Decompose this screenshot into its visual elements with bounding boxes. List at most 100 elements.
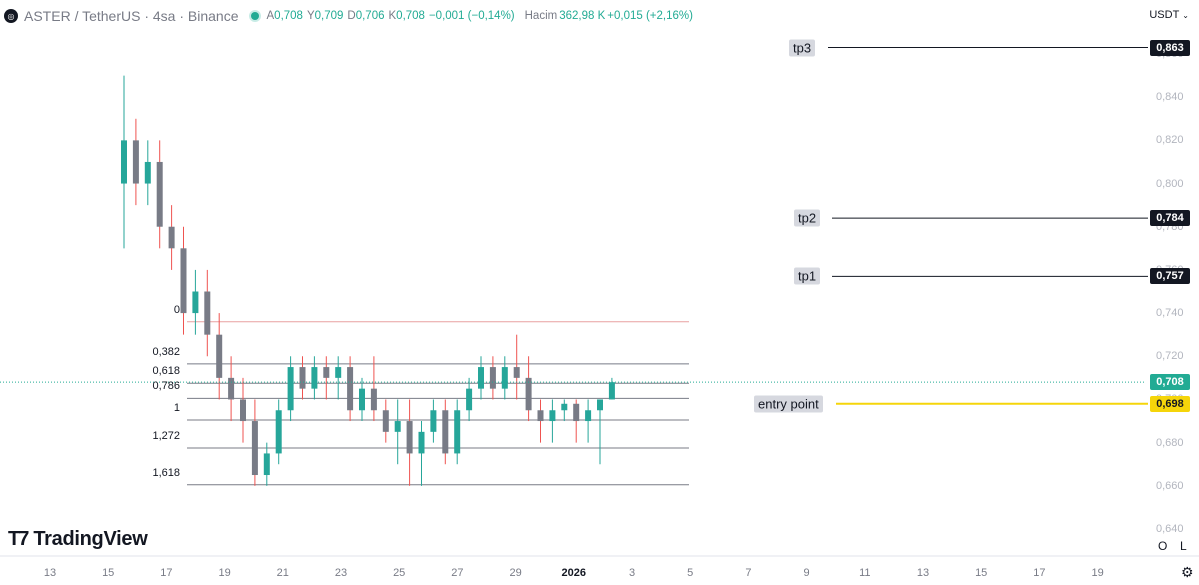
time-axis-tick: 25 — [393, 567, 406, 579]
candle-body — [466, 388, 473, 411]
current-price-label: 0,708 — [1150, 374, 1190, 391]
time-axis-tick: 17 — [160, 567, 173, 579]
candle-body — [478, 367, 484, 389]
time-axis-tick: 11 — [859, 567, 871, 579]
price-axis-tick: 0,740 — [1156, 307, 1184, 320]
symbol-legend[interactable]: ◎ ASTER / TetherUS · 4sa · Binance A0,70… — [4, 6, 693, 26]
ohlc-high: Y0,709 — [306, 10, 344, 22]
time-axis-tick: 9 — [803, 567, 810, 579]
candle-body — [180, 248, 187, 314]
candle-body — [240, 399, 246, 422]
time-axis-tick: 15 — [102, 567, 115, 579]
time-axis-tick: 17 — [1033, 567, 1046, 579]
candle-body — [608, 382, 615, 400]
line-label-tp2[interactable]: tp2 — [794, 209, 821, 227]
log-scale-toggle[interactable]: O — [1158, 539, 1168, 553]
candle-body — [287, 367, 294, 411]
candle-body — [501, 367, 508, 389]
time-axis-tick: 23 — [334, 567, 348, 579]
fib-level-label: 1,272 — [152, 430, 180, 443]
candle-body — [132, 140, 139, 184]
candle-body — [454, 410, 461, 454]
gear-icon[interactable]: ⚙ — [1181, 564, 1194, 580]
price-axis-tick: 0,800 — [1156, 177, 1184, 190]
candle-body — [359, 388, 365, 411]
candle-body — [323, 367, 330, 378]
price-axis-tick: 0,720 — [1156, 350, 1184, 363]
candle-body — [394, 421, 401, 432]
price-change: −0,001 (−0,14%) — [428, 10, 515, 22]
line-label-entry-point[interactable]: entry point — [754, 395, 823, 413]
candle-body — [370, 388, 377, 411]
candle-body — [144, 161, 151, 184]
candle-body — [430, 410, 437, 432]
tradingview-logo-icon: T7 — [8, 528, 29, 550]
time-axis-tick: 19 — [218, 567, 231, 579]
candle-body — [299, 367, 306, 389]
market-status-icon — [250, 12, 259, 20]
fib-level-label: 0,382 — [152, 345, 180, 358]
candle-body — [168, 226, 175, 249]
candle-body — [251, 421, 258, 476]
candle-body — [311, 367, 318, 389]
candle-body — [585, 410, 592, 422]
price-axis-tick: 0,840 — [1156, 91, 1184, 104]
candle-body — [216, 334, 223, 378]
candle-body — [597, 399, 603, 411]
chevron-down-icon: ⌄ — [1182, 11, 1189, 20]
candle-body — [573, 403, 580, 422]
symbol-logo-icon: ◎ — [4, 9, 18, 23]
time-axis-tick: 2026 — [561, 567, 587, 579]
candle-body — [121, 140, 127, 184]
candle-body — [335, 367, 342, 378]
volume-label: Hacim — [524, 10, 558, 22]
time-axis-tick: 13 — [43, 567, 57, 579]
time-axis-tick: 3 — [628, 567, 636, 579]
fib-level-label: 1,618 — [152, 466, 180, 479]
fib-level-label: 1 — [173, 401, 180, 414]
candle-body — [263, 453, 270, 476]
line-label-tp1[interactable]: tp1 — [794, 267, 821, 285]
ohlc-close: K0,708 — [388, 10, 425, 22]
line-label-tp3[interactable]: tp3 — [789, 39, 816, 57]
fib-level-label: 0,618 — [152, 365, 180, 378]
candle-body — [347, 367, 354, 411]
time-axis-tick: 21 — [276, 567, 289, 579]
price-axis-tick: 0,820 — [1156, 134, 1184, 147]
time-axis-tick: 29 — [509, 567, 522, 579]
candle-body — [418, 431, 425, 454]
candle-body — [156, 161, 163, 227]
candle-body — [204, 291, 211, 335]
candle-body — [382, 410, 389, 432]
linear-scale-toggle[interactable]: L — [1180, 539, 1187, 553]
fib-level-label: 0,786 — [152, 380, 180, 393]
time-axis-tick: 7 — [745, 567, 752, 579]
time-axis-tick: 15 — [975, 567, 988, 579]
time-axis-tick: 5 — [687, 567, 694, 579]
candle-body — [513, 367, 520, 378]
volume-value: 362,98 K — [559, 10, 606, 22]
fib-level-label: 0 — [173, 303, 180, 316]
ohlc-open: A0,708 — [266, 10, 303, 22]
price-axis-tick: 0,640 — [1156, 523, 1184, 535]
candle-body — [537, 410, 544, 422]
price-label-tp3: 0,863 — [1150, 39, 1190, 56]
candle-body — [549, 410, 556, 422]
symbol-title[interactable]: ASTER / TetherUS · 4sa · Binance — [24, 8, 239, 24]
currency-selector[interactable]: USDT ⌄ — [1149, 9, 1189, 21]
price-label-tp2: 0,784 — [1150, 210, 1190, 227]
price-label-tp1: 0,757 — [1150, 268, 1190, 285]
candle-body — [561, 403, 568, 411]
price-axis-tick: 0,680 — [1156, 436, 1184, 449]
price-axis-tick: 0,660 — [1156, 479, 1184, 492]
time-axis-tick: 13 — [916, 567, 930, 579]
candle-body — [406, 421, 413, 454]
volume-change: +0,015 (+2,16%) — [607, 10, 693, 22]
tradingview-logo[interactable]: T7 TradingView — [8, 528, 148, 550]
candle-body — [228, 377, 235, 400]
price-label-entry-point: 0,698 — [1150, 395, 1190, 412]
candle-body — [192, 291, 199, 314]
time-axis-tick: 27 — [451, 567, 464, 579]
ohlc-low: D0,706 — [347, 10, 385, 22]
